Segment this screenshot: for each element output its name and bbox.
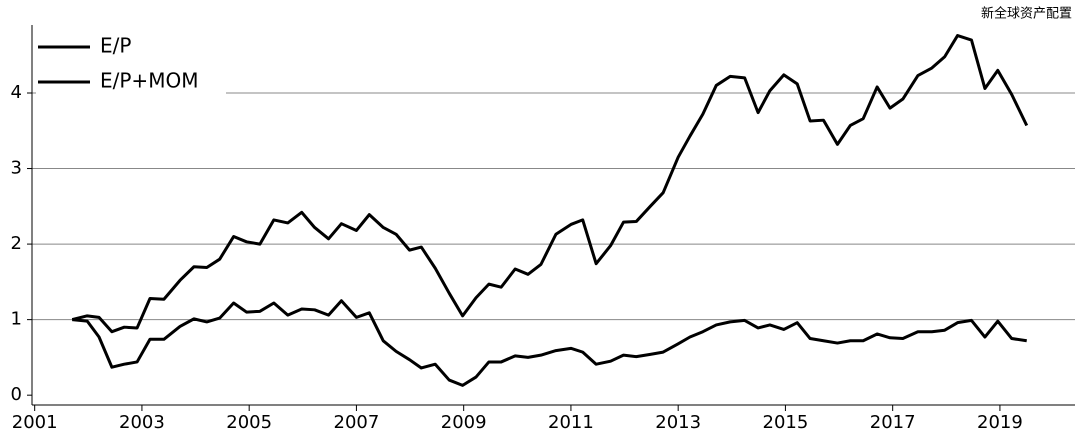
x-tick-label: 2001 <box>12 412 58 433</box>
x-tick-label: 2005 <box>226 412 272 433</box>
legend-label: E/P <box>100 34 131 58</box>
y-tick-label: 0 <box>11 384 22 405</box>
x-tick-label: 2017 <box>870 412 916 433</box>
y-tick-label: 2 <box>11 233 22 254</box>
x-tick-label: 2003 <box>119 412 165 433</box>
series-line <box>71 34 1029 334</box>
x-tick-label: 2019 <box>977 412 1023 433</box>
source-note: 新全球资产配置 <box>981 6 1072 22</box>
legend-box <box>36 28 226 100</box>
y-tick-label: 3 <box>11 158 22 179</box>
x-tick-label: 2015 <box>763 412 809 433</box>
series-line <box>72 299 1027 387</box>
x-tick-label: 2009 <box>441 412 487 433</box>
x-tick-label: 2013 <box>655 412 701 433</box>
x-tick-label: 2011 <box>548 412 594 433</box>
x-tick-label: 2007 <box>334 412 380 433</box>
legend-label: E/P+MOM <box>100 69 198 93</box>
y-tick-label: 1 <box>11 309 22 330</box>
y-tick-label: 4 <box>11 82 22 103</box>
